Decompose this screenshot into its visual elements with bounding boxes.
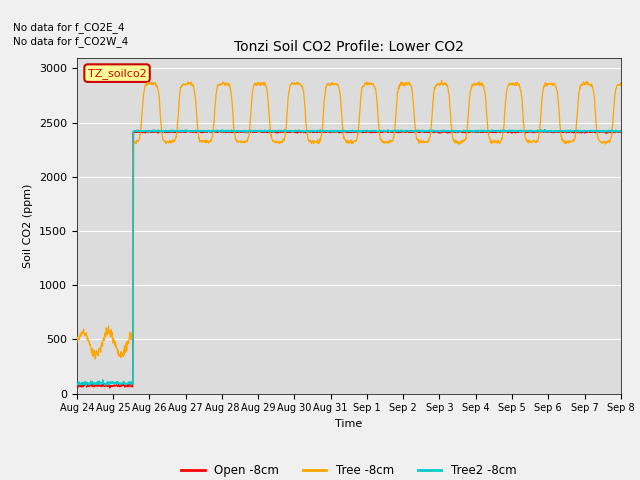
Text: No data for f_CO2W_4: No data for f_CO2W_4 (13, 36, 128, 47)
Legend: Open -8cm, Tree -8cm, Tree2 -8cm: Open -8cm, Tree -8cm, Tree2 -8cm (177, 459, 521, 480)
Y-axis label: Soil CO2 (ppm): Soil CO2 (ppm) (24, 183, 33, 268)
Text: TZ_soilco2: TZ_soilco2 (88, 68, 147, 79)
Title: Tonzi Soil CO2 Profile: Lower CO2: Tonzi Soil CO2 Profile: Lower CO2 (234, 40, 464, 54)
Text: No data for f_CO2E_4: No data for f_CO2E_4 (13, 22, 124, 33)
X-axis label: Time: Time (335, 419, 362, 429)
